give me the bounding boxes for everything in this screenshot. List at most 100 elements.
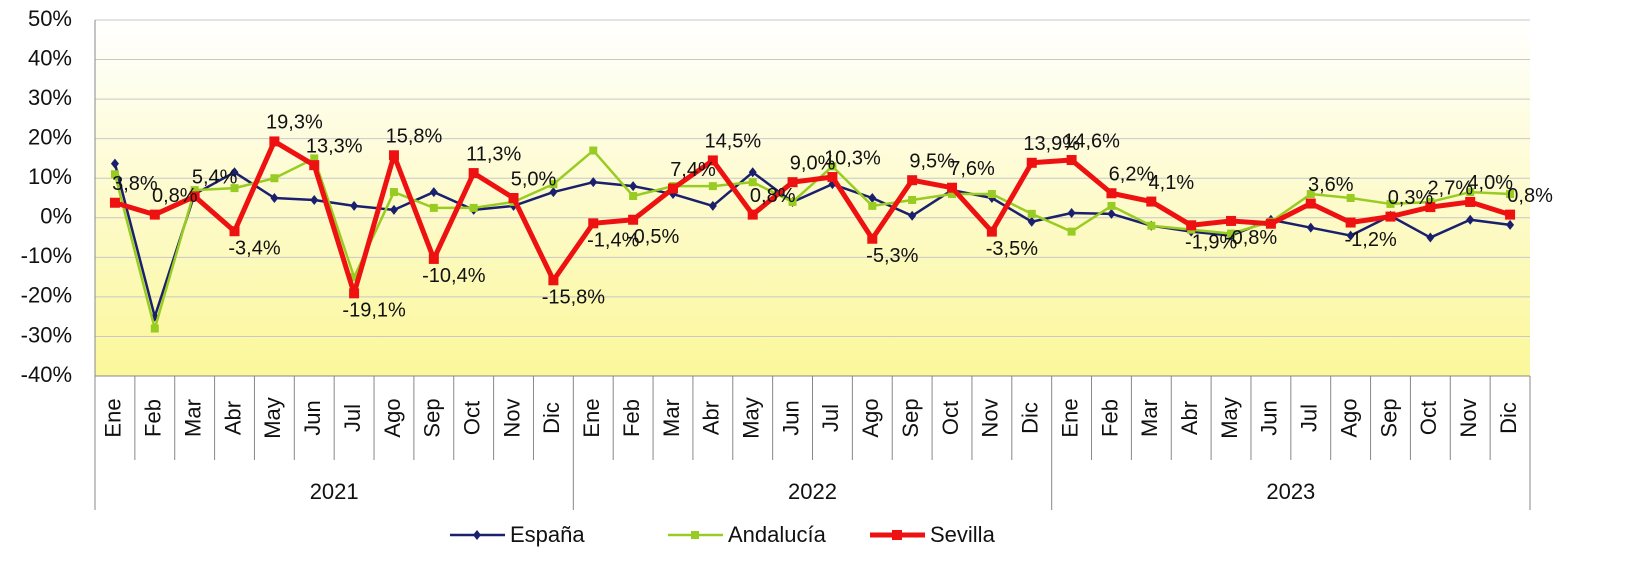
marker bbox=[429, 203, 438, 212]
marker bbox=[349, 288, 360, 299]
x-tick-label: Abr bbox=[220, 401, 245, 435]
marker bbox=[828, 162, 837, 171]
marker bbox=[1345, 217, 1356, 228]
x-tick-label: Dic bbox=[1496, 402, 1521, 434]
marker bbox=[1466, 188, 1475, 197]
marker bbox=[149, 209, 160, 220]
marker bbox=[350, 273, 359, 282]
x-tick-label: Jul bbox=[818, 404, 843, 432]
x-tick-label: Abr bbox=[699, 401, 724, 435]
data-label: 2,7% bbox=[1428, 177, 1474, 199]
marker bbox=[747, 209, 758, 220]
data-label: 15,8% bbox=[386, 126, 443, 148]
marker bbox=[1505, 209, 1516, 220]
data-label: -3,4% bbox=[228, 238, 280, 260]
y-tick-label: -30% bbox=[21, 322, 72, 347]
marker bbox=[269, 136, 280, 147]
series-line bbox=[113, 149, 1511, 330]
data-label: 13,9% bbox=[1023, 133, 1080, 155]
marker bbox=[867, 233, 878, 244]
data-label: 9,5% bbox=[909, 150, 955, 172]
x-tick-label: Feb bbox=[141, 399, 166, 437]
marker bbox=[868, 201, 877, 210]
legend-marker bbox=[892, 530, 902, 540]
data-label: 4,1% bbox=[1149, 172, 1195, 194]
series bbox=[109, 136, 1516, 299]
marker bbox=[1506, 219, 1515, 230]
y-tick-label: -10% bbox=[21, 243, 72, 268]
marker bbox=[309, 160, 320, 171]
x-tick-label: Mar bbox=[180, 399, 205, 437]
x-tick-label: Ene bbox=[1057, 398, 1082, 437]
marker bbox=[708, 182, 717, 191]
marker bbox=[1027, 216, 1036, 227]
x-tick-label: Oct bbox=[1416, 401, 1441, 435]
data-label: -3,5% bbox=[986, 238, 1038, 260]
marker bbox=[469, 203, 478, 212]
marker bbox=[310, 194, 319, 205]
marker bbox=[948, 190, 957, 199]
marker bbox=[429, 187, 438, 198]
data-label: 5,0% bbox=[511, 168, 557, 190]
x-tick-label: Dic bbox=[539, 402, 564, 434]
data-label: 0,3% bbox=[1388, 187, 1434, 209]
marker bbox=[1027, 209, 1036, 218]
x-tick-label: Abr bbox=[1177, 401, 1202, 435]
x-tick-label: May bbox=[260, 397, 285, 439]
marker bbox=[428, 253, 439, 264]
data-label: 6,2% bbox=[1109, 164, 1155, 186]
marker bbox=[1026, 157, 1037, 168]
marker bbox=[1106, 188, 1117, 199]
marker bbox=[389, 188, 398, 197]
y-tick-label: 0% bbox=[40, 204, 72, 229]
y-tick-label: 10% bbox=[28, 164, 72, 189]
data-label: -1,9% bbox=[1185, 232, 1237, 254]
marker bbox=[270, 193, 279, 203]
marker bbox=[549, 187, 558, 198]
marker bbox=[1385, 211, 1396, 222]
x-tick-label: Ago bbox=[858, 398, 883, 437]
marker bbox=[230, 184, 239, 193]
marker bbox=[1346, 230, 1355, 241]
data-label: -1,4% bbox=[587, 230, 639, 252]
data-label: 19,3% bbox=[266, 112, 323, 134]
data-label: -5,3% bbox=[866, 245, 918, 267]
y-tick-label: 50% bbox=[28, 6, 72, 31]
marker bbox=[707, 155, 718, 166]
marker bbox=[388, 150, 399, 161]
marker bbox=[947, 182, 958, 193]
marker bbox=[468, 168, 479, 179]
marker bbox=[190, 186, 199, 195]
y-tick-label: 20% bbox=[28, 124, 72, 149]
marker bbox=[1306, 222, 1315, 233]
data-label: -1,2% bbox=[1345, 229, 1397, 251]
x-tick-label: Jun bbox=[778, 400, 803, 435]
x-tick-label: Jun bbox=[1257, 400, 1282, 435]
marker bbox=[549, 180, 558, 189]
y-tick-label: 40% bbox=[28, 45, 72, 70]
marker bbox=[508, 193, 519, 203]
marker bbox=[629, 192, 638, 201]
x-tick-label: Oct bbox=[938, 401, 963, 435]
x-tick-label: May bbox=[739, 397, 764, 439]
marker bbox=[748, 167, 757, 178]
marker bbox=[1305, 198, 1316, 209]
marker bbox=[1265, 218, 1276, 229]
marker bbox=[110, 158, 119, 169]
data-label: 14,5% bbox=[704, 131, 761, 153]
data-label: 7,6% bbox=[949, 158, 995, 180]
legend-label: España bbox=[510, 522, 585, 547]
marker bbox=[1067, 227, 1076, 236]
x-tick-label: Sep bbox=[420, 398, 445, 437]
marker bbox=[350, 200, 359, 211]
marker bbox=[1067, 208, 1076, 219]
data-label: -19,1% bbox=[342, 300, 406, 322]
marker bbox=[270, 174, 279, 183]
x-tick-label: Jul bbox=[1297, 404, 1322, 432]
marker bbox=[986, 226, 997, 237]
data-label: 0,8% bbox=[750, 185, 796, 207]
marker bbox=[1465, 196, 1476, 207]
marker bbox=[109, 197, 120, 208]
marker bbox=[787, 177, 798, 188]
